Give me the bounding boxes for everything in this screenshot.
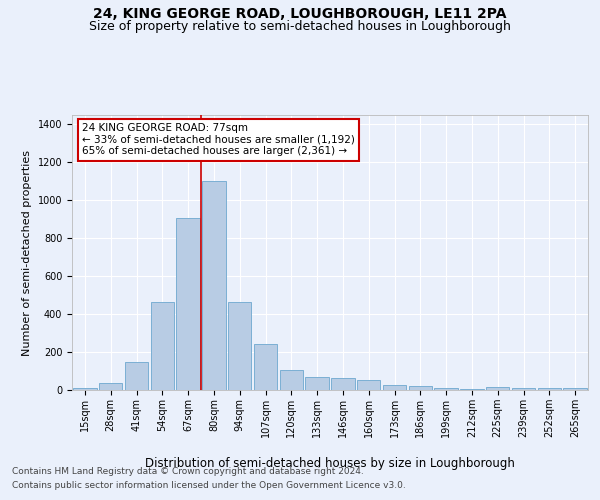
Text: 24, KING GEORGE ROAD, LOUGHBOROUGH, LE11 2PA: 24, KING GEORGE ROAD, LOUGHBOROUGH, LE11… — [93, 8, 507, 22]
Bar — [151, 302, 174, 390]
Text: Contains HM Land Registry data © Crown copyright and database right 2024.: Contains HM Land Registry data © Crown c… — [12, 467, 364, 476]
Bar — [73, 388, 97, 390]
Text: 24 KING GEORGE ROAD: 77sqm
← 33% of semi-detached houses are smaller (1,192)
65%: 24 KING GEORGE ROAD: 77sqm ← 33% of semi… — [82, 123, 355, 156]
Bar — [280, 370, 303, 390]
Bar — [512, 388, 535, 390]
Text: Contains public sector information licensed under the Open Government Licence v3: Contains public sector information licen… — [12, 481, 406, 490]
Bar — [486, 388, 509, 390]
Y-axis label: Number of semi-detached properties: Number of semi-detached properties — [22, 150, 32, 356]
Bar — [383, 385, 406, 390]
Bar — [434, 388, 458, 390]
Bar — [254, 344, 277, 390]
Bar — [331, 378, 355, 390]
Bar — [305, 376, 329, 390]
Bar — [538, 388, 561, 390]
Bar — [409, 386, 432, 390]
Bar — [202, 182, 226, 390]
Bar — [228, 302, 251, 390]
Bar — [563, 388, 587, 390]
Bar — [460, 389, 484, 390]
Bar — [99, 384, 122, 390]
Bar — [125, 362, 148, 390]
Text: Distribution of semi-detached houses by size in Loughborough: Distribution of semi-detached houses by … — [145, 458, 515, 470]
Bar — [357, 380, 380, 390]
Text: Size of property relative to semi-detached houses in Loughborough: Size of property relative to semi-detach… — [89, 20, 511, 33]
Bar — [176, 218, 200, 390]
